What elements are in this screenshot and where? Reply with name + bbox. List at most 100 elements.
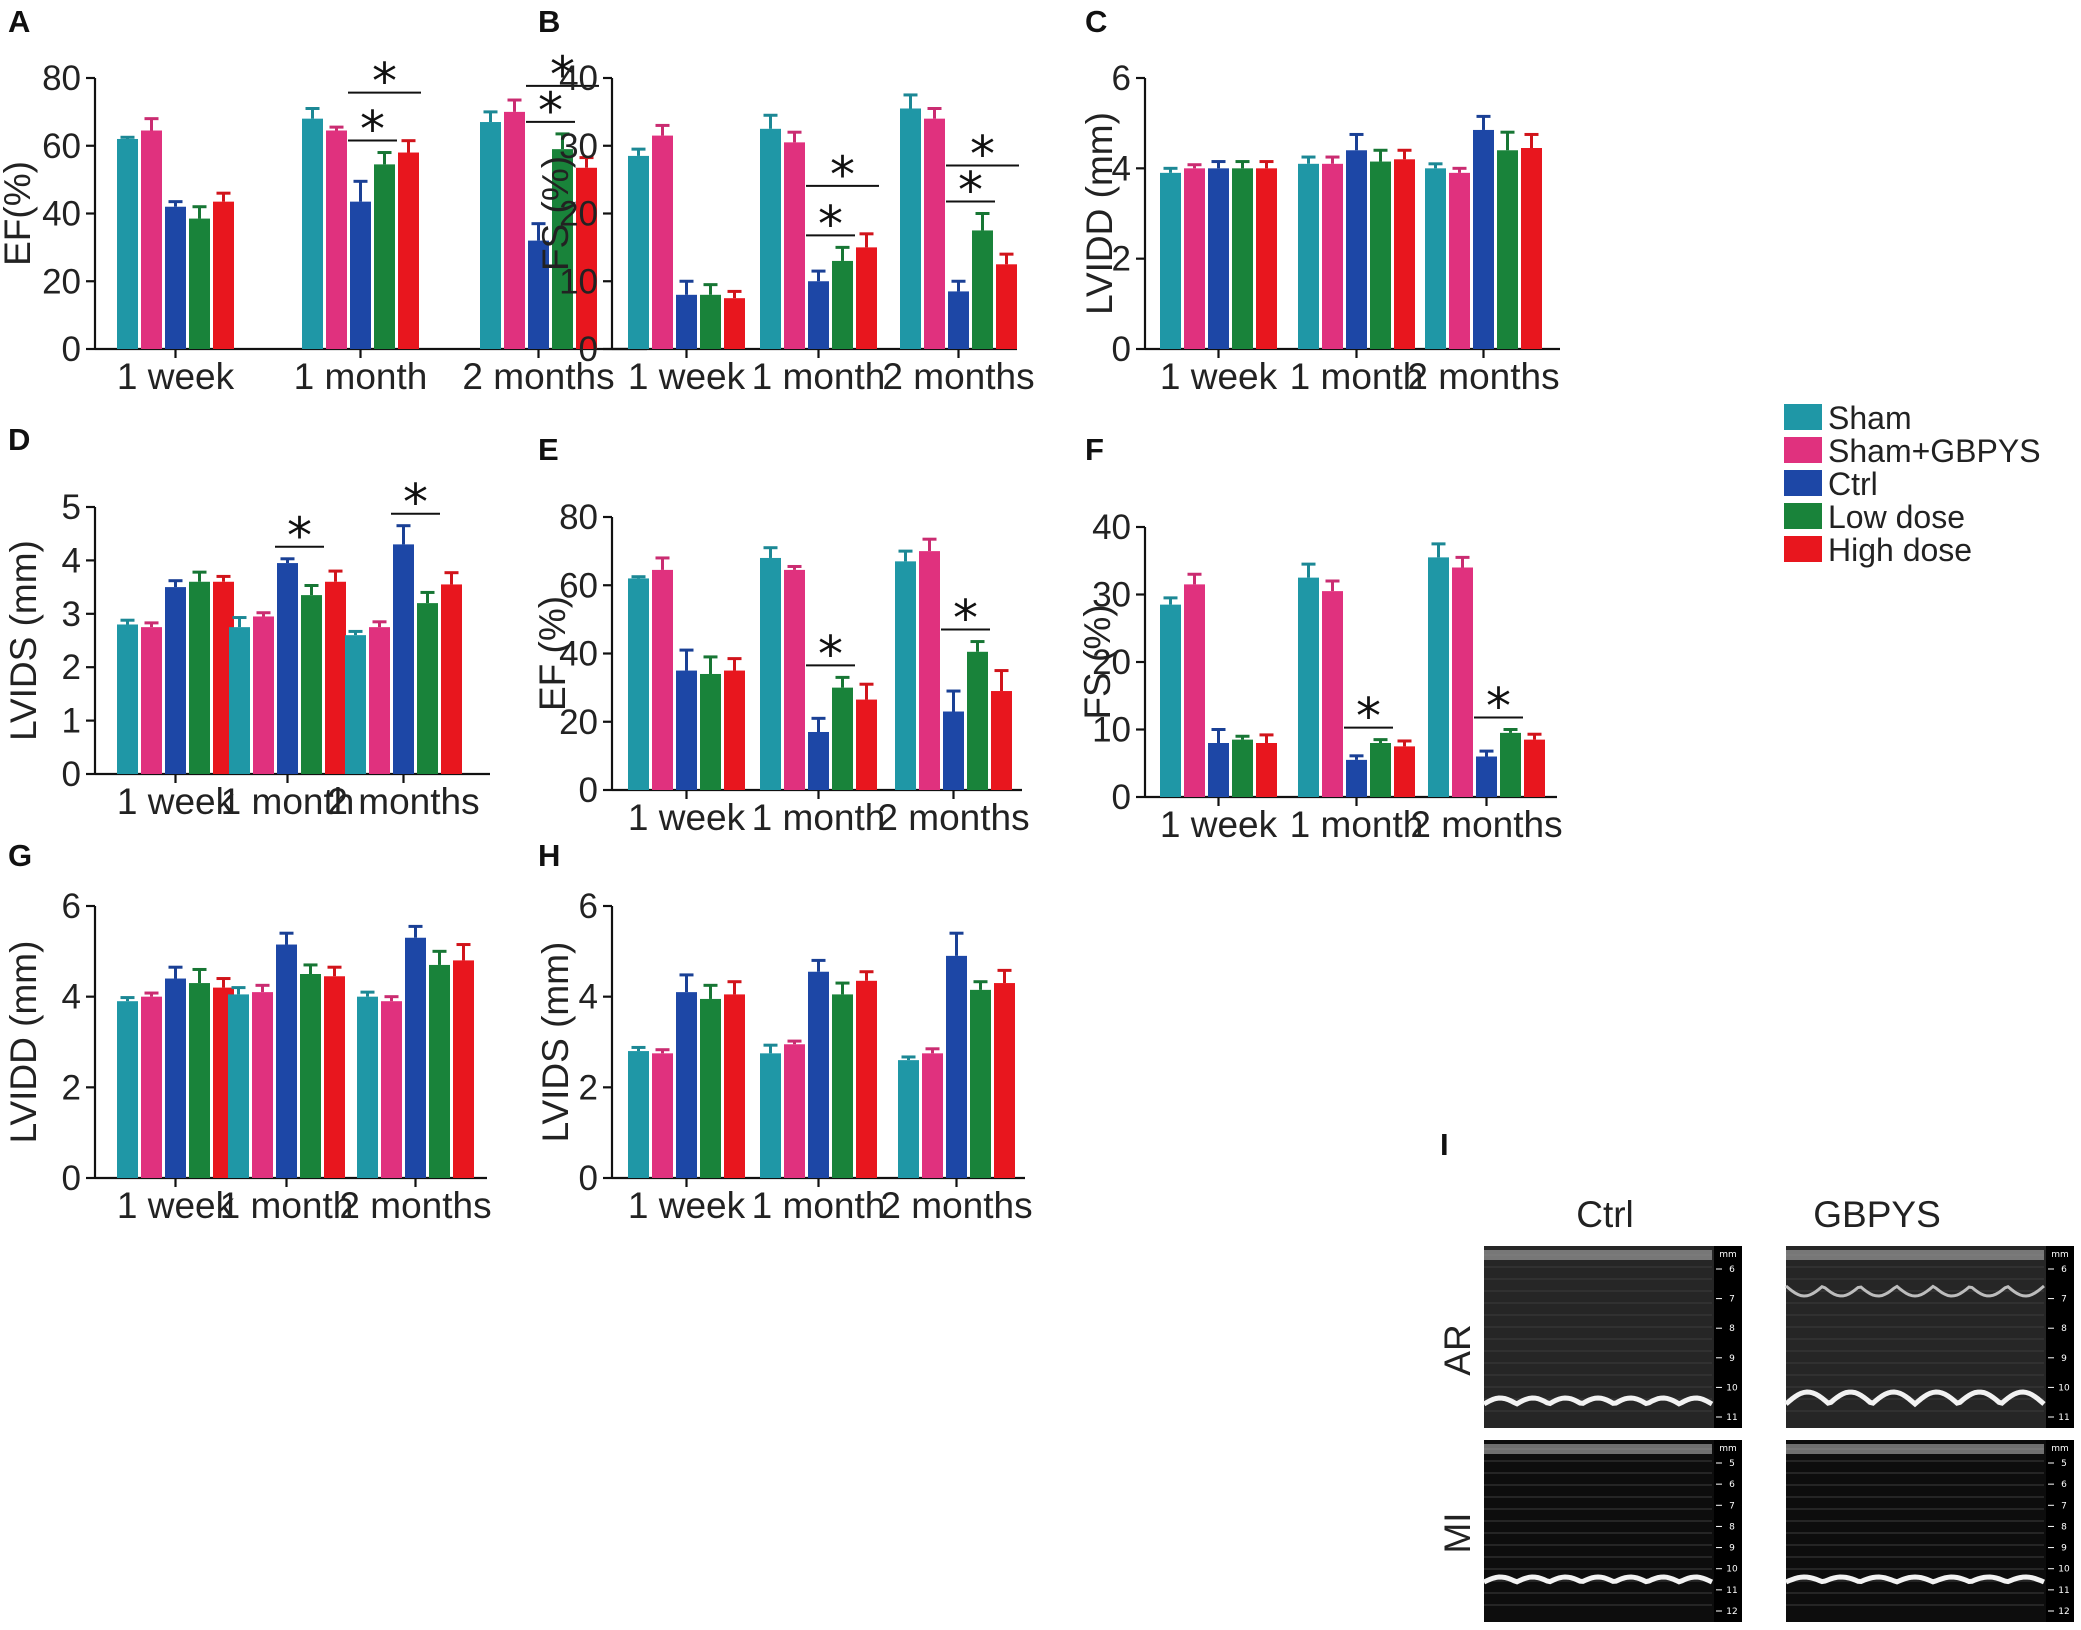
bar-d-low-dose-1-week bbox=[189, 581, 210, 774]
echo-scale-label: 5 bbox=[2061, 1459, 2067, 1469]
echo-texture-band bbox=[1786, 1496, 2044, 1498]
x-tick-label-b: 2 months bbox=[882, 356, 1034, 397]
bar-e-high-dose-1-month bbox=[856, 699, 877, 790]
x-tick-label-a: 2 months bbox=[462, 356, 614, 397]
echo-texture-band bbox=[1484, 1314, 1712, 1316]
echo-scale-strip bbox=[2046, 1246, 2074, 1428]
echo-wall-motion bbox=[1482, 1574, 1714, 1585]
echo-texture-band bbox=[1786, 1520, 2044, 1522]
bar-a-ctrl-2-months bbox=[528, 240, 549, 349]
bar-d-sham-gbpys-1-week bbox=[141, 627, 162, 774]
bar-e-low-dose-1-month bbox=[832, 687, 853, 790]
bar-d-low-dose-2-months bbox=[417, 603, 438, 774]
bar-f-high-dose-2-months bbox=[1524, 739, 1545, 797]
echo-top-wall bbox=[1484, 1250, 1712, 1260]
echo-scale-label: 9 bbox=[2061, 1354, 2067, 1364]
column-label-gbpys: GBPYS bbox=[1813, 1194, 1941, 1235]
echo-texture-band bbox=[1484, 1362, 1712, 1364]
panel-letter-d: D bbox=[8, 422, 30, 457]
bar-f-ctrl-1-month bbox=[1346, 759, 1367, 797]
bar-h-ctrl-1-month bbox=[808, 971, 829, 1178]
echo-scale-label: 6 bbox=[1729, 1480, 1735, 1490]
bar-h-sham-1-week bbox=[628, 1051, 649, 1178]
bar-a-sham-gbpys-1-month bbox=[326, 130, 347, 349]
x-tick-label-c: 1 week bbox=[1160, 356, 1278, 397]
echo-texture-band bbox=[1786, 1374, 2044, 1376]
bar-g-ctrl-2-months bbox=[405, 937, 426, 1178]
legend-swatch-ctrl bbox=[1784, 470, 1822, 496]
bar-e-high-dose-1-week bbox=[724, 670, 745, 790]
x-tick-label-b: 1 week bbox=[628, 356, 746, 397]
panel-letter-b: B bbox=[538, 4, 560, 39]
bar-a-ctrl-1-week bbox=[165, 206, 186, 349]
bar-g-low-dose-2-months bbox=[429, 964, 450, 1178]
y-axis-title-b: FS (%) bbox=[535, 156, 576, 271]
x-tick-label-c: 1 month bbox=[1290, 356, 1424, 397]
significance-star-d: * bbox=[403, 474, 428, 532]
significance-star-f: * bbox=[1486, 678, 1511, 736]
echo-wall-motion bbox=[1785, 1574, 2045, 1585]
legend-swatch-high-dose bbox=[1784, 536, 1822, 562]
bar-h-sham-1-month bbox=[760, 1053, 781, 1178]
echo-scale-label: 5 bbox=[1729, 1459, 1735, 1469]
y-tick-label-c: 4 bbox=[1112, 149, 1131, 188]
echo-scale-label: 10 bbox=[1726, 1565, 1738, 1575]
y-tick-label-g: 0 bbox=[62, 1159, 81, 1198]
echo-scale-label: 11 bbox=[1726, 1586, 1737, 1596]
echo-texture-band bbox=[1786, 1302, 2044, 1304]
significance-star-a: * bbox=[538, 82, 563, 140]
echo-texture-band bbox=[1484, 1556, 1712, 1558]
y-axis-title-a: EF(%) bbox=[0, 161, 38, 266]
bar-g-low-dose-1-week bbox=[189, 983, 210, 1178]
echo-texture-band bbox=[1786, 1544, 2044, 1546]
echo-texture-band bbox=[1484, 1278, 1712, 1280]
bar-h-low-dose-1-month bbox=[832, 994, 853, 1178]
bar-g-sham-gbpys-1-week bbox=[141, 996, 162, 1178]
y-tick-label-a: 40 bbox=[42, 195, 81, 234]
echo-texture-band bbox=[1484, 1496, 1712, 1498]
bar-h-sham-gbpys-1-week bbox=[652, 1053, 673, 1178]
y-tick-label-d: 5 bbox=[62, 488, 81, 527]
y-axis-title-h: LVIDS (mm) bbox=[535, 942, 576, 1143]
y-tick-label-h: 0 bbox=[579, 1159, 598, 1198]
bar-d-ctrl-1-month bbox=[277, 563, 298, 774]
echo-scale-label: 10 bbox=[1726, 1383, 1738, 1393]
echo-scale-label: 8 bbox=[2061, 1324, 2067, 1334]
bar-f-low-dose-1-week bbox=[1232, 739, 1253, 797]
y-tick-label-h: 2 bbox=[579, 1068, 598, 1107]
echo-scale-strip bbox=[1714, 1246, 1742, 1428]
legend-label-sham-gbpys: Sham+GBPYS bbox=[1828, 433, 2041, 469]
bar-c-high-dose-2-months bbox=[1521, 148, 1542, 349]
bar-f-sham-2-months bbox=[1428, 557, 1449, 797]
echo-texture-band bbox=[1786, 1266, 2044, 1268]
bar-a-low-dose-2-months bbox=[552, 149, 573, 349]
echo-texture-band bbox=[1786, 1568, 2044, 1570]
significance-star-f: * bbox=[1356, 688, 1381, 746]
bar-g-ctrl-1-month bbox=[276, 944, 297, 1178]
x-tick-label-a: 1 week bbox=[117, 356, 235, 397]
echo-scale-unit: mm bbox=[2051, 1444, 2069, 1454]
echo-texture-band bbox=[1484, 1472, 1712, 1474]
echo-scale-label: 8 bbox=[2061, 1522, 2067, 1532]
x-tick-label-f: 1 month bbox=[1290, 804, 1424, 845]
bar-d-sham-gbpys-1-month bbox=[253, 616, 274, 774]
echo-scale-unit: mm bbox=[2051, 1250, 2069, 1260]
bar-c-low-dose-1-week bbox=[1232, 168, 1253, 349]
bar-a-high-dose-2-months bbox=[576, 167, 597, 349]
significance-star-e: * bbox=[953, 590, 978, 648]
bar-e-low-dose-2-months bbox=[967, 651, 988, 790]
y-tick-label-c: 0 bbox=[1112, 330, 1131, 369]
bar-e-low-dose-1-week bbox=[700, 673, 721, 790]
echo-scale-label: 10 bbox=[2058, 1565, 2070, 1575]
y-axis-title-e: EF (%) bbox=[532, 596, 573, 711]
bar-g-ctrl-1-week bbox=[165, 978, 186, 1178]
y-tick-label-f: 0 bbox=[1112, 778, 1131, 817]
echo-top-wall bbox=[1786, 1250, 2044, 1260]
significance-star-b: * bbox=[958, 162, 983, 220]
bar-b-sham-gbpys-1-month bbox=[784, 142, 805, 349]
bar-h-low-dose-1-week bbox=[700, 998, 721, 1178]
significance-star-d: * bbox=[287, 507, 312, 565]
